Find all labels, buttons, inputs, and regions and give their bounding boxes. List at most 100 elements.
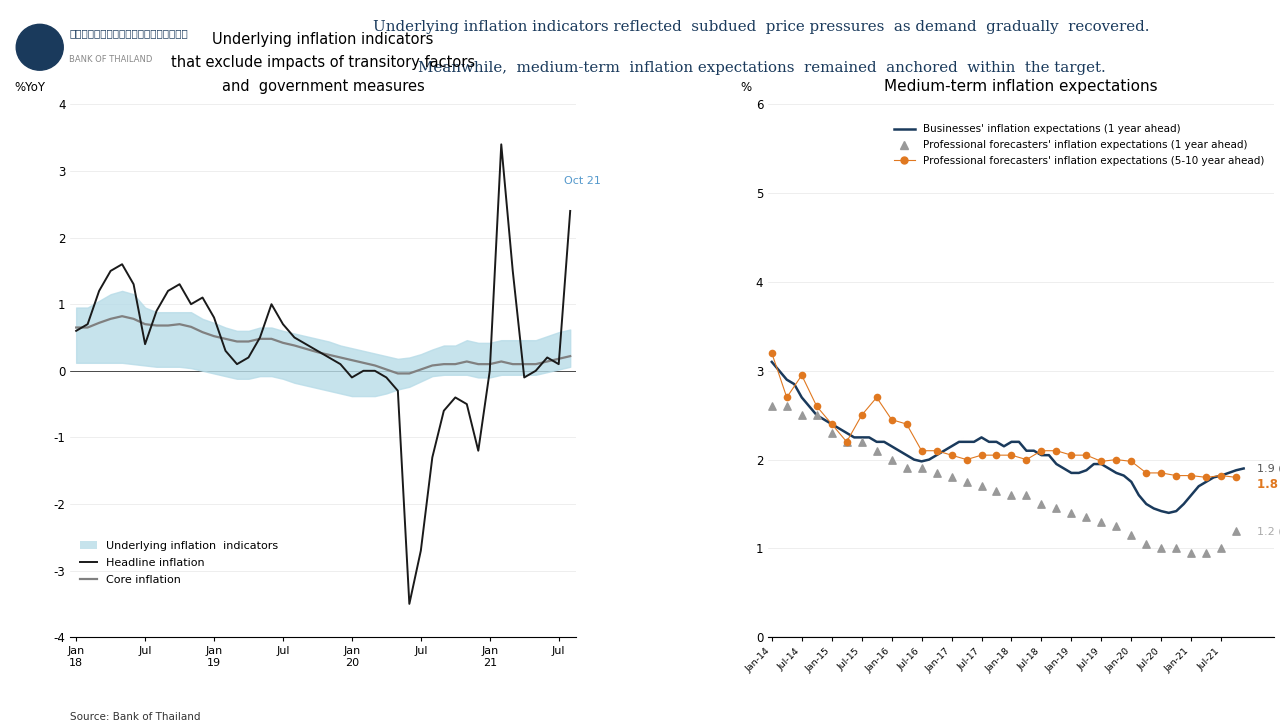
Headline inflation bbox=[517, 373, 532, 382]
Headline inflation bbox=[102, 266, 118, 275]
Core inflation bbox=[494, 357, 509, 366]
Headline inflation bbox=[436, 406, 452, 415]
Core inflation bbox=[172, 320, 187, 328]
Headline inflation bbox=[206, 313, 221, 322]
Core inflation bbox=[125, 315, 141, 323]
Core inflation bbox=[517, 360, 532, 369]
Headline inflation bbox=[252, 333, 268, 342]
Text: BANK OF THAILAND: BANK OF THAILAND bbox=[69, 55, 152, 63]
Point bbox=[1046, 503, 1066, 514]
Headline inflation bbox=[183, 300, 198, 308]
Line: Headline inflation: Headline inflation bbox=[76, 144, 570, 604]
Headline inflation bbox=[114, 260, 129, 269]
Point bbox=[1106, 521, 1126, 532]
Headline inflation bbox=[172, 280, 187, 289]
Point bbox=[867, 445, 887, 456]
Core inflation bbox=[183, 323, 198, 331]
Core inflation bbox=[321, 351, 337, 359]
Core inflation bbox=[287, 341, 302, 350]
Headline inflation bbox=[264, 300, 279, 308]
Point bbox=[1032, 498, 1052, 510]
Core inflation bbox=[344, 356, 360, 364]
Headline inflation bbox=[390, 387, 406, 395]
Headline inflation bbox=[241, 353, 256, 361]
Point bbox=[1181, 547, 1202, 559]
Headline inflation bbox=[413, 546, 429, 555]
Core inflation bbox=[79, 323, 95, 332]
Headline inflation bbox=[356, 366, 371, 375]
Core inflation bbox=[483, 360, 498, 369]
Text: %YoY: %YoY bbox=[15, 81, 46, 94]
Headline inflation bbox=[471, 446, 486, 455]
Point bbox=[1076, 511, 1097, 523]
Text: %: % bbox=[740, 81, 751, 94]
Headline inflation bbox=[68, 326, 83, 335]
Core inflation bbox=[460, 357, 475, 366]
Point bbox=[1226, 525, 1247, 536]
Headline inflation bbox=[402, 600, 417, 608]
Core inflation bbox=[448, 360, 463, 369]
Text: 1.2 (Sep 21): 1.2 (Sep 21) bbox=[1257, 528, 1280, 537]
Core inflation bbox=[241, 337, 256, 346]
Point bbox=[1151, 543, 1171, 554]
Title: Underlying inflation indicators
that exclude impacts of transitory factors
and  : Underlying inflation indicators that exc… bbox=[172, 32, 475, 94]
Core inflation bbox=[264, 335, 279, 343]
Core inflation bbox=[471, 360, 486, 369]
Headline inflation bbox=[275, 320, 291, 328]
Headline inflation bbox=[321, 353, 337, 361]
Point bbox=[806, 410, 827, 421]
Core inflation bbox=[367, 361, 383, 370]
Point bbox=[1001, 490, 1021, 501]
Headline inflation bbox=[448, 393, 463, 402]
Core inflation bbox=[425, 361, 440, 370]
Core inflation bbox=[540, 357, 556, 366]
Point bbox=[927, 467, 947, 479]
Point bbox=[777, 400, 797, 412]
Text: 1.8 (Oct 21): 1.8 (Oct 21) bbox=[1257, 478, 1280, 491]
Core inflation bbox=[379, 365, 394, 374]
Point bbox=[1211, 543, 1231, 554]
Text: Meanwhile,  medium-term  inflation expectations  remained  anchored  within  the: Meanwhile, medium-term inflation expecta… bbox=[417, 61, 1106, 76]
Headline inflation bbox=[529, 366, 544, 375]
Headline inflation bbox=[540, 353, 556, 361]
Core inflation bbox=[562, 352, 577, 361]
Core inflation bbox=[102, 315, 118, 323]
Headline inflation bbox=[125, 280, 141, 289]
Headline inflation bbox=[550, 360, 566, 369]
Core inflation bbox=[436, 360, 452, 369]
Core inflation bbox=[310, 348, 325, 356]
Point bbox=[987, 485, 1007, 497]
Headline inflation bbox=[367, 366, 383, 375]
Core inflation bbox=[114, 312, 129, 320]
Core inflation bbox=[333, 353, 348, 361]
Point bbox=[1061, 507, 1082, 518]
Point bbox=[1121, 529, 1142, 541]
Headline inflation bbox=[148, 307, 164, 315]
Core inflation bbox=[68, 323, 83, 332]
Headline inflation bbox=[333, 360, 348, 369]
Point bbox=[956, 476, 977, 487]
Text: ธนาคารแห่งประเทศไทย: ธนาคารแห่งประเทศไทย bbox=[69, 29, 188, 39]
Core inflation bbox=[298, 344, 314, 353]
Core inflation bbox=[195, 328, 210, 336]
Headline inflation bbox=[218, 346, 233, 355]
Core inflation bbox=[252, 335, 268, 343]
Legend: Underlying inflation  indicators, Headline inflation, Core inflation: Underlying inflation indicators, Headlin… bbox=[76, 536, 283, 589]
Core inflation bbox=[275, 338, 291, 347]
Point bbox=[1016, 490, 1037, 501]
Headline inflation bbox=[494, 140, 509, 148]
Point bbox=[896, 463, 916, 474]
Legend: Businesses' inflation expectations (1 year ahead), Professional forecasters' inf: Businesses' inflation expectations (1 ye… bbox=[890, 120, 1268, 170]
Line: Core inflation: Core inflation bbox=[76, 316, 570, 374]
Text: Oct 21: Oct 21 bbox=[564, 176, 602, 186]
Point bbox=[1196, 547, 1216, 559]
Headline inflation bbox=[229, 360, 244, 369]
Core inflation bbox=[356, 359, 371, 367]
Headline inflation bbox=[91, 287, 106, 295]
Point bbox=[791, 410, 812, 421]
Circle shape bbox=[17, 24, 63, 71]
Core inflation bbox=[413, 365, 429, 374]
Core inflation bbox=[148, 321, 164, 330]
Headline inflation bbox=[160, 287, 175, 295]
Text: 1.9 (Oct 21): 1.9 (Oct 21) bbox=[1257, 464, 1280, 474]
